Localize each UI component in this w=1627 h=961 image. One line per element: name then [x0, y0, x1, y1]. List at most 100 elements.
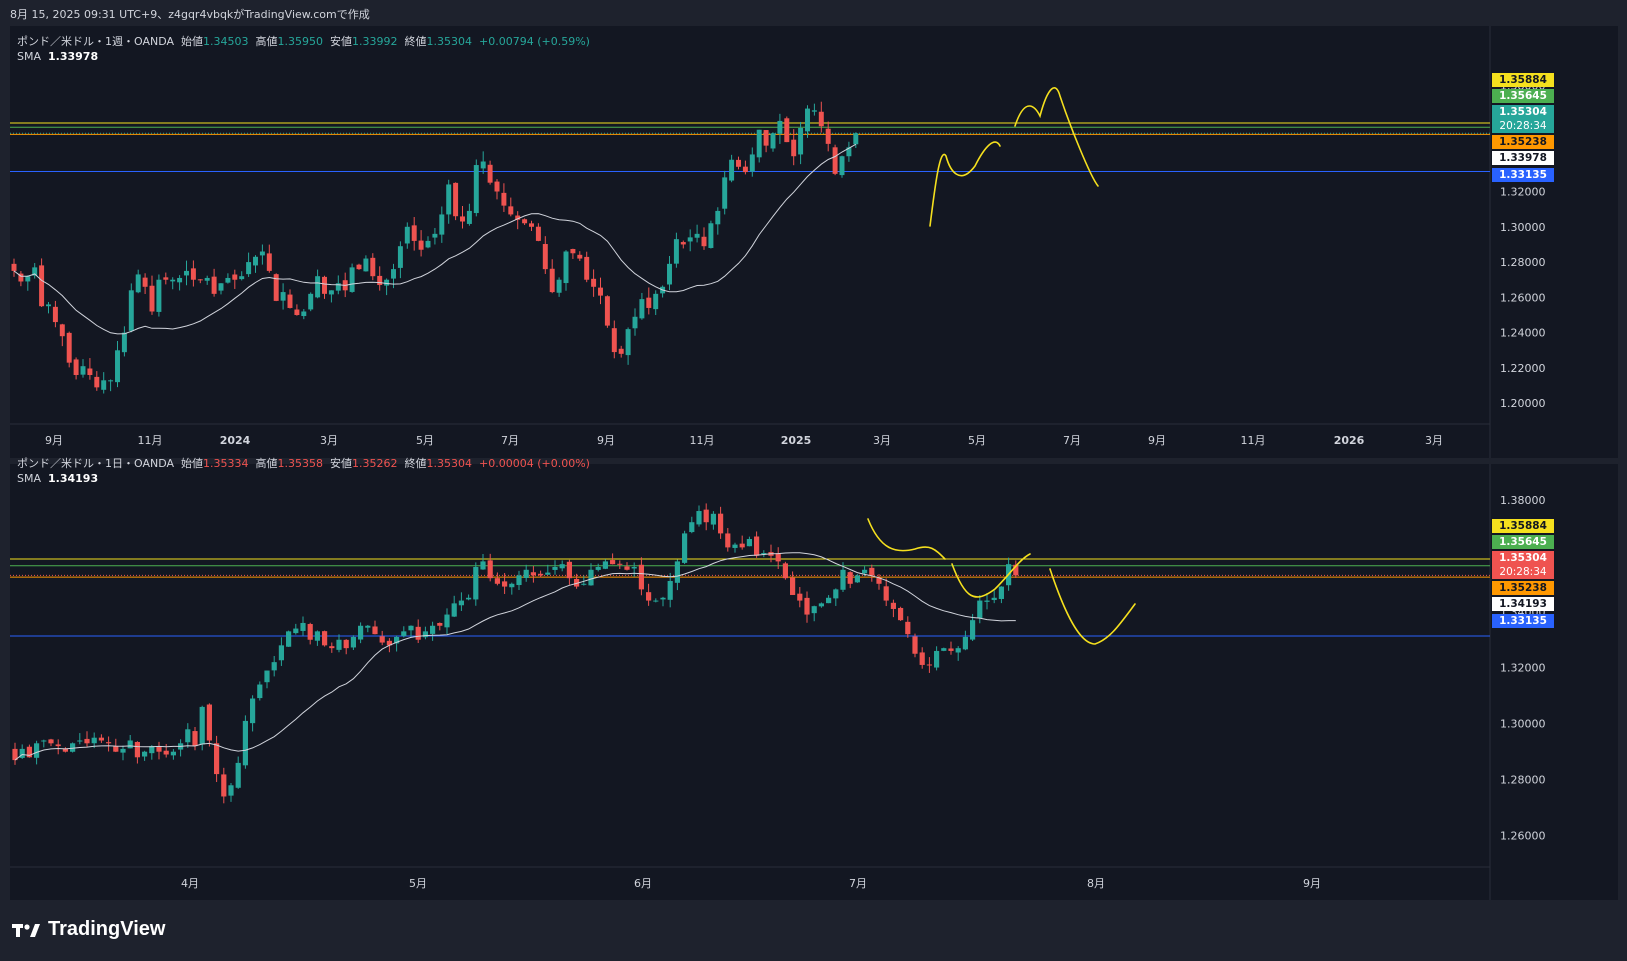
candle-body	[48, 739, 54, 744]
candle-body	[563, 251, 569, 284]
tradingview-logo[interactable]: TradingView	[12, 918, 165, 941]
candle-body	[197, 279, 203, 281]
x-tick-label: 7月	[849, 877, 867, 890]
candle-body	[761, 552, 767, 555]
candle-body	[746, 539, 752, 547]
candle-body	[446, 184, 452, 215]
y-tick-label: 1.30000	[1500, 221, 1546, 234]
candle-body	[782, 563, 788, 579]
candle-body	[890, 602, 896, 609]
candle-body	[32, 267, 38, 276]
candle-body	[280, 292, 286, 301]
candle-body	[847, 572, 853, 584]
bar-countdown: 20:28:34	[1492, 119, 1554, 133]
candle-body	[853, 133, 859, 145]
candle-body	[639, 299, 645, 319]
candle-body	[708, 223, 714, 248]
candle-body	[439, 214, 445, 235]
annotation-curve	[1049, 568, 1136, 645]
x-tick-label: 3月	[1425, 434, 1443, 447]
candle-body	[34, 743, 40, 758]
candle-body	[602, 561, 608, 569]
weekly-chart-svg[interactable]: 1.380001.360001.340001.320001.300001.280…	[10, 26, 1618, 458]
candle-body	[106, 742, 112, 744]
x-tick-label: 8月	[1087, 877, 1105, 890]
candle-body	[948, 648, 954, 651]
candle-body	[415, 626, 421, 640]
candle-body	[832, 147, 838, 174]
candle-body	[617, 563, 623, 565]
candle-body	[12, 748, 18, 761]
candle-body	[775, 553, 781, 562]
candle-body	[293, 628, 299, 634]
candle-body	[494, 578, 500, 584]
candle-body	[211, 276, 217, 294]
candle-body	[466, 597, 472, 600]
candle-body	[308, 293, 314, 310]
candle-body	[142, 751, 148, 757]
candle-body	[273, 274, 279, 301]
candle-body	[91, 737, 97, 744]
daily-chart-svg[interactable]: 1.380001.360001.340001.320001.300001.280…	[10, 464, 1618, 900]
x-tick-label: 5月	[968, 434, 986, 447]
candle-body	[839, 156, 845, 176]
candle-body	[39, 265, 45, 307]
candle-body	[833, 589, 839, 599]
candle-body	[437, 622, 443, 626]
candle-body	[458, 600, 464, 606]
annotation-curve	[1014, 87, 1099, 187]
candle-body	[1013, 564, 1019, 576]
y-tick-label: 1.26000	[1500, 291, 1546, 304]
candle-body	[239, 276, 245, 280]
x-tick-label: 3月	[873, 434, 891, 447]
candle-body	[542, 244, 548, 270]
candle-body	[77, 740, 83, 742]
candle-body	[694, 233, 700, 238]
candle-body	[631, 566, 637, 569]
price-tag: 1.34193	[1492, 597, 1554, 611]
x-tick-label: 9月	[1148, 434, 1166, 447]
candle-body	[591, 278, 597, 287]
candle-body	[770, 133, 776, 149]
candle-body	[418, 240, 424, 250]
x-tick-label: 9月	[45, 434, 63, 447]
candle-body	[673, 239, 679, 264]
candle-body	[790, 577, 796, 595]
candle-body	[791, 139, 797, 157]
candle-body	[701, 236, 707, 247]
candle-body	[59, 324, 65, 337]
candle-body	[509, 583, 515, 588]
x-tick-label: 9月	[1303, 877, 1321, 890]
y-tick-label: 1.38000	[1500, 494, 1546, 507]
candle-body	[177, 277, 183, 283]
candle-body	[98, 737, 104, 741]
bar-countdown: 20:28:34	[1492, 565, 1554, 579]
candle-body	[502, 581, 508, 587]
candle-body	[674, 561, 680, 583]
candle-body	[336, 639, 342, 650]
candle-body	[301, 311, 307, 317]
candle-body	[754, 536, 760, 556]
candle-body	[408, 625, 414, 631]
candle-body	[516, 575, 522, 586]
annotation-curve	[951, 553, 1031, 598]
daily-chart-pane[interactable]: 1.380001.360001.340001.320001.300001.280…	[10, 457, 1618, 900]
candle-body	[235, 762, 241, 788]
candle-body	[549, 268, 555, 293]
candle-body	[898, 607, 904, 621]
candle-body	[121, 332, 127, 353]
y-tick-label: 1.28000	[1500, 774, 1546, 787]
candle-body	[703, 509, 709, 523]
candle-body	[358, 625, 364, 640]
candle-body	[732, 544, 738, 548]
candle-body	[70, 743, 76, 752]
candle-body	[646, 592, 652, 601]
candle-body	[826, 597, 832, 604]
candle-body	[18, 273, 24, 282]
annotation-curve	[929, 141, 1001, 227]
weekly-chart-pane[interactable]: 1.380001.360001.340001.320001.300001.280…	[10, 26, 1618, 458]
candle-body	[473, 165, 479, 214]
candle-body	[722, 177, 728, 209]
candle-body	[264, 670, 270, 683]
candle-body	[749, 154, 755, 172]
